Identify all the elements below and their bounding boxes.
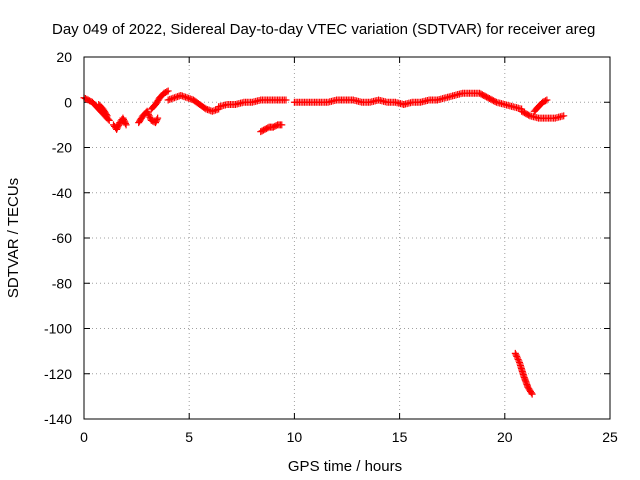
data-point-interp [525, 111, 533, 119]
x-tick-label: 10 [287, 429, 303, 445]
data-point [105, 116, 113, 124]
chart-title: Day 049 of 2022, Sidereal Day-to-day VTE… [52, 21, 595, 38]
data-point-interp [145, 110, 153, 118]
y-tick-label: -140 [44, 411, 72, 427]
data-point-interp [491, 97, 499, 105]
data-point-interp [512, 351, 520, 359]
data-point-interp [153, 116, 161, 124]
data-point-interp [513, 354, 521, 362]
x-axis-label: GPS time / hours [288, 458, 402, 475]
data-point-interp [102, 110, 110, 118]
data-point-interp [144, 109, 152, 117]
data-point [543, 96, 551, 104]
y-tick-label: 0 [64, 94, 72, 110]
data-point-interp [527, 389, 535, 397]
y-tick-label: -120 [44, 366, 72, 382]
x-tick-label: 0 [80, 429, 88, 445]
data-point-interp [152, 117, 160, 125]
data-point-interp [146, 113, 154, 121]
x-tick-label: 15 [392, 429, 408, 445]
data-point [528, 390, 536, 398]
data-point-interp [163, 88, 171, 96]
data-point [278, 121, 286, 129]
data-point [164, 87, 172, 95]
data-point [152, 119, 160, 127]
data-point-interp [514, 355, 522, 363]
data-point-interp [541, 97, 549, 105]
data-points [80, 87, 568, 398]
x-tick-label: 20 [497, 429, 513, 445]
data-point [122, 121, 130, 129]
grid-lines [84, 57, 610, 419]
y-tick-label: -20 [52, 140, 72, 156]
plot-frame [83, 56, 611, 420]
y-tick-label: -80 [52, 275, 72, 291]
y-tick-label: -60 [52, 230, 72, 246]
data-point [511, 349, 519, 357]
tick-labels: 0 5 10 15 20 25 -140 -120 -100 -80 -60 -40 -20 0 20 [44, 49, 618, 445]
x-tick-label: 25 [602, 429, 618, 445]
data-point-interp [513, 352, 521, 360]
x-tick-label: 5 [185, 429, 193, 445]
data-point [154, 114, 162, 122]
data-point [103, 112, 111, 120]
data-point [560, 112, 568, 120]
data-point-interp [145, 112, 153, 120]
y-tick-label: -40 [52, 185, 72, 201]
y-tick-label: -100 [44, 321, 72, 337]
y-tick-label: 20 [56, 49, 72, 65]
data-point-interp [121, 120, 129, 128]
data-point-interp [104, 115, 112, 123]
y-axis-label: SDTVAR / TECUs [5, 178, 22, 298]
data-point-interp [515, 357, 523, 365]
data-point [282, 96, 290, 104]
data-point [143, 107, 151, 115]
